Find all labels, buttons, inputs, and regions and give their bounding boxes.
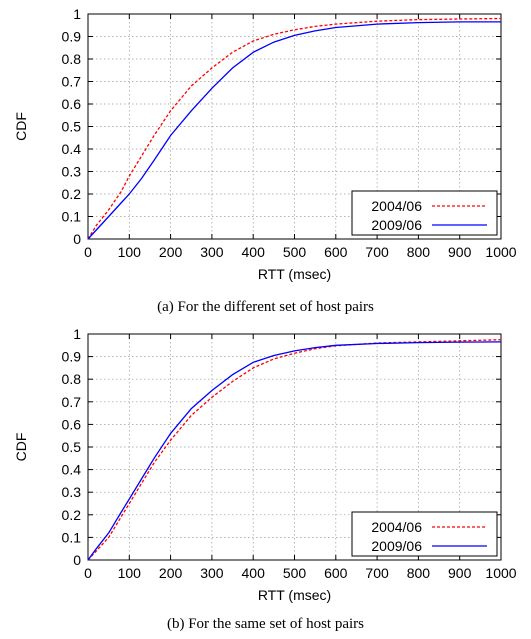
cdf-chart-a: 0 100 200 300 400 500 600 700 800 900 1000 0 0.1 0.2 0… [13,6,517,282]
chart-caption-b: (b) For the same set of host pairs [166,616,365,632]
x-tick-label: 400 [242,565,266,581]
y-tick-label: 0.6 [62,96,82,112]
cdf-chart-b: 0 100 200 300 400 500 600 700 800 900 1000 0 0.1 0.2 0… [13,326,517,603]
x-tick-label: 800 [407,565,431,581]
y-tick-label: 0.3 [62,164,82,180]
x-tick-label: 1000 [485,244,516,260]
y-tick-label: 0.1 [62,209,82,225]
x-tick-label: 600 [324,565,348,581]
y-tick-label: 0.8 [62,371,82,387]
y-tick-label: 0.2 [62,507,82,523]
legend-box [351,511,498,557]
x-axis-label: RTT (msec) [258,587,331,603]
y-axis-label: CDF [13,112,29,141]
y-tick-label: 0.5 [62,439,82,455]
legend-label: 2009/06 [371,217,422,233]
x-tick-label: 600 [324,244,348,260]
series-line-2004-06 [87,17,502,240]
y-tick-label: 0.2 [62,186,82,202]
y-tick-label: 1 [73,6,81,22]
x-tick-label: 800 [407,244,431,260]
y-axis-label: CDF [13,433,29,462]
chart-panel-b: 0 100 200 300 400 500 600 700 800 900 1000 0 0.1 0.2 0… [0,320,531,639]
x-tick-label: 900 [448,565,472,581]
x-tick-label: 500 [283,244,307,260]
y-tick-label: 0.5 [62,119,82,135]
legend-label: 2009/06 [371,538,422,554]
x-tick-label: 200 [159,565,183,581]
y-tick-label: 0.9 [62,29,82,45]
chart-caption-a: (a) For the different set of host pairs [157,299,374,315]
x-tick-label: 1000 [485,565,516,581]
x-tick-label: 0 [84,565,92,581]
y-tick-label: 0.8 [62,51,82,67]
legend-label: 2004/06 [371,198,422,214]
x-tick-label: 700 [365,565,389,581]
x-tick-label: 900 [448,244,472,260]
x-tick-label: 300 [200,565,224,581]
x-tick-label: 200 [159,244,183,260]
y-tick-label: 0.9 [62,349,82,365]
series-line-2009-06 [87,21,501,240]
y-tick-label: 0.4 [62,462,82,478]
x-axis-label: RTT (msec) [258,266,331,282]
y-tick-label: 0.7 [62,74,82,90]
y-tick-label: 1 [73,326,81,342]
x-tick-label: 300 [200,244,224,260]
x-tick-label: 700 [365,244,389,260]
y-tick-label: 0.6 [62,416,82,432]
y-tick-label: 0 [73,552,81,568]
x-tick-label: 500 [283,565,307,581]
x-tick-label: 400 [242,244,266,260]
y-tick-label: 0.3 [62,484,82,500]
series-line-2009-06 [87,341,502,561]
chart-panel-a: 0 100 200 300 400 500 600 700 800 900 1000 0 0.1 0.2 0… [13,6,517,315]
legend-box [351,190,498,236]
x-tick-label: 100 [118,565,142,581]
y-tick-label: 0 [73,231,81,247]
x-tick-label: 0 [84,244,92,260]
legend-label: 2004/06 [371,519,422,535]
x-tick-label: 100 [118,244,142,260]
y-tick-label: 0.4 [62,141,82,157]
y-tick-label: 0.1 [62,529,82,545]
y-tick-label: 0.7 [62,394,82,410]
